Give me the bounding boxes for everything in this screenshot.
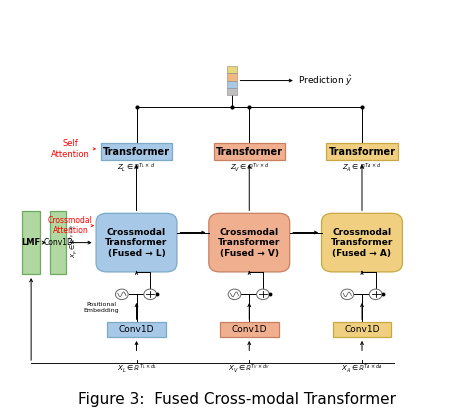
FancyBboxPatch shape xyxy=(214,143,285,160)
Text: $X_L \in \mathbb{R}^{T_L \times d_L}$: $X_L \in \mathbb{R}^{T_L \times d_L}$ xyxy=(117,363,156,375)
Text: LMF: LMF xyxy=(21,238,41,247)
FancyBboxPatch shape xyxy=(22,211,40,274)
FancyBboxPatch shape xyxy=(327,143,398,160)
Circle shape xyxy=(228,289,241,299)
Circle shape xyxy=(369,289,382,299)
Text: Conv1D: Conv1D xyxy=(344,325,380,334)
FancyBboxPatch shape xyxy=(209,213,290,272)
Text: Conv1D: Conv1D xyxy=(43,238,73,247)
FancyBboxPatch shape xyxy=(321,213,402,272)
Bar xyxy=(227,80,237,88)
Text: $X_V \in \mathbb{R}^{T_V \times d_V}$: $X_V \in \mathbb{R}^{T_V \times d_V}$ xyxy=(228,363,270,375)
FancyBboxPatch shape xyxy=(50,211,66,274)
Text: Prediction $\hat{y}$: Prediction $\hat{y}$ xyxy=(298,73,354,88)
Text: Crossmodal
Transformer
(Fused → L): Crossmodal Transformer (Fused → L) xyxy=(105,228,168,257)
Text: Conv1D: Conv1D xyxy=(119,325,154,334)
Text: Transformer: Transformer xyxy=(216,147,283,157)
Text: $X_A \in \mathbb{R}^{T_A \times d_A}$: $X_A \in \mathbb{R}^{T_A \times d_A}$ xyxy=(341,363,383,375)
Circle shape xyxy=(116,289,128,299)
Text: Crossmodal
Transformer
(Fused → A): Crossmodal Transformer (Fused → A) xyxy=(331,228,393,257)
Text: Figure 3:  Fused Cross-modal Transformer: Figure 3: Fused Cross-modal Transformer xyxy=(78,392,396,407)
Text: Transformer: Transformer xyxy=(103,147,170,157)
Text: Conv1D: Conv1D xyxy=(231,325,267,334)
Circle shape xyxy=(341,289,354,299)
Text: Transformer: Transformer xyxy=(328,147,395,157)
FancyBboxPatch shape xyxy=(107,322,166,337)
Text: $Z_V \in \mathbb{R}^{T_V \times d}$: $Z_V \in \mathbb{R}^{T_V \times d}$ xyxy=(229,162,269,174)
FancyBboxPatch shape xyxy=(96,213,177,272)
Text: Crossmodal
Transformer
(Fused → V): Crossmodal Transformer (Fused → V) xyxy=(218,228,281,257)
Text: $Z_L \in \mathbb{R}^{T_L \times d}$: $Z_L \in \mathbb{R}^{T_L \times d}$ xyxy=(118,162,155,174)
FancyBboxPatch shape xyxy=(101,143,172,160)
FancyBboxPatch shape xyxy=(220,322,279,337)
FancyBboxPatch shape xyxy=(333,322,392,337)
Text: $X_p \in \mathbb{R}^{T_p \times d_p}$: $X_p \in \mathbb{R}^{T_p \times d_p}$ xyxy=(69,223,80,258)
Bar xyxy=(227,66,237,73)
Text: Self
Attention: Self Attention xyxy=(51,139,90,159)
Text: Crossmodal
Attention: Crossmodal Attention xyxy=(48,216,93,235)
Bar xyxy=(227,73,237,80)
Bar xyxy=(227,88,237,95)
Circle shape xyxy=(256,289,269,299)
Text: Positional
Embedding: Positional Embedding xyxy=(83,302,119,313)
Circle shape xyxy=(144,289,156,299)
Text: $Z_A \in \mathbb{R}^{T_A \times d}$: $Z_A \in \mathbb{R}^{T_A \times d}$ xyxy=(342,162,382,174)
